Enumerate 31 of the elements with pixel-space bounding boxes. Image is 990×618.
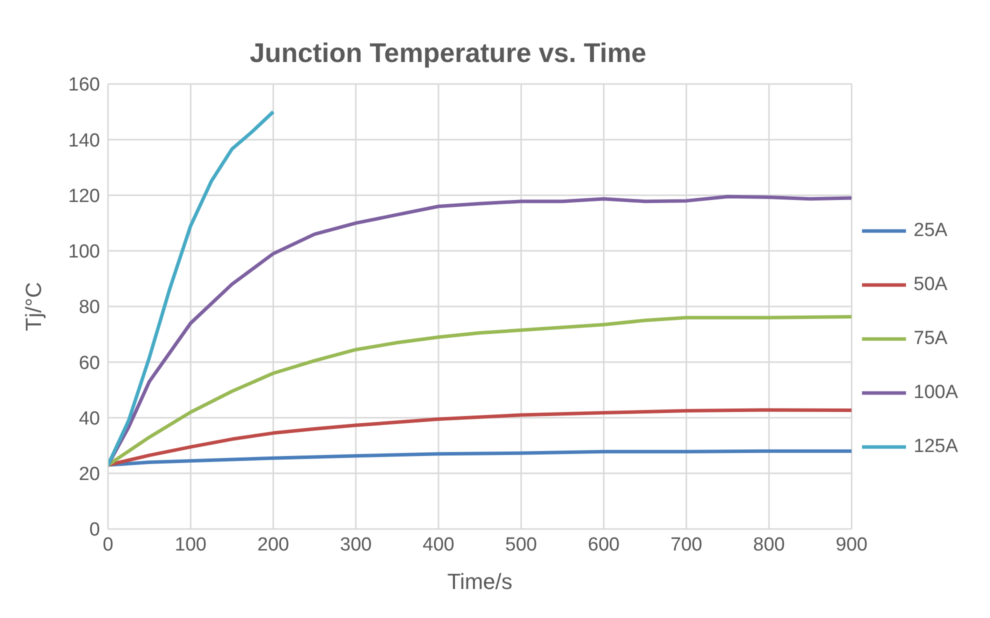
y-tick-label: 140: [68, 130, 100, 152]
x-tick-label: 400: [422, 534, 454, 556]
line-series: [108, 315, 852, 467]
legend-label: 25A: [914, 220, 948, 242]
x-tick-label: 200: [257, 534, 290, 556]
x-tick-label: 800: [753, 534, 785, 556]
y-tick-label: 40: [78, 408, 100, 430]
line-series: [108, 110, 275, 467]
legend-label: 75A: [914, 328, 948, 350]
x-axis-title: Time/s: [447, 569, 512, 594]
x-tick-label: 900: [836, 534, 868, 556]
y-tick-label: 100: [68, 242, 100, 263]
x-tick-label: 0: [102, 534, 114, 556]
y-tick-label: 80: [78, 297, 100, 318]
legend-label: 125A: [914, 436, 958, 458]
legend-label: 50A: [914, 274, 948, 296]
y-tick-label: 60: [78, 352, 100, 374]
x-tick-label: 100: [174, 534, 206, 556]
x-tick-label: 700: [670, 534, 702, 556]
y-tick-label: 120: [68, 186, 100, 207]
y-tick-label: 160: [68, 74, 100, 96]
y-tick-label: 0: [89, 520, 100, 541]
line-series: [108, 408, 852, 467]
y-tick-label: 20: [78, 464, 100, 486]
line-series: [108, 449, 852, 467]
x-tick-label: 500: [505, 534, 537, 556]
x-tick-label: 300: [340, 534, 372, 556]
x-tick-label: 600: [588, 534, 620, 556]
chart-title: Junction Temperature vs. Time: [248, 37, 648, 69]
legend-label: 100A: [914, 382, 958, 404]
y-axis-title: Tj/°C: [20, 282, 46, 332]
